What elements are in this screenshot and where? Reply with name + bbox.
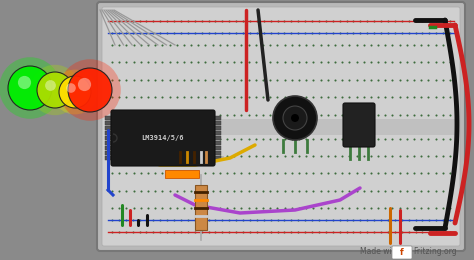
Text: LM3914/5/6: LM3914/5/6 — [142, 135, 184, 141]
FancyBboxPatch shape — [111, 110, 215, 166]
Circle shape — [8, 66, 52, 110]
Circle shape — [59, 59, 121, 121]
Bar — [105, 146, 113, 150]
Bar — [213, 126, 221, 130]
Bar — [105, 131, 113, 135]
FancyBboxPatch shape — [392, 246, 412, 259]
Bar — [213, 131, 221, 135]
Circle shape — [66, 83, 76, 93]
Bar — [105, 151, 113, 155]
Bar — [105, 141, 113, 145]
Circle shape — [0, 57, 61, 119]
Circle shape — [53, 70, 97, 114]
Circle shape — [291, 114, 299, 122]
Bar — [213, 136, 221, 140]
Circle shape — [30, 65, 80, 115]
Bar — [105, 116, 113, 120]
FancyBboxPatch shape — [343, 103, 375, 147]
Bar — [213, 146, 221, 150]
Bar — [213, 116, 221, 120]
Bar — [105, 126, 113, 130]
Circle shape — [59, 76, 91, 108]
Bar — [105, 136, 113, 140]
Bar — [106, 119, 456, 134]
Circle shape — [45, 80, 56, 91]
Circle shape — [78, 78, 91, 91]
Bar — [105, 121, 113, 125]
Bar — [175, 152, 213, 162]
Bar — [213, 141, 221, 145]
Circle shape — [68, 68, 112, 112]
Text: Fritzing.org: Fritzing.org — [413, 248, 456, 257]
Bar — [213, 121, 221, 125]
Text: Made with: Made with — [360, 248, 400, 257]
Bar — [165, 170, 199, 178]
Circle shape — [273, 96, 317, 140]
FancyBboxPatch shape — [102, 7, 460, 246]
Circle shape — [18, 76, 31, 89]
Bar — [105, 156, 113, 160]
Text: f: f — [400, 248, 404, 257]
Bar — [213, 156, 221, 160]
Circle shape — [283, 106, 307, 130]
Bar — [195, 185, 207, 230]
Bar — [213, 151, 221, 155]
FancyBboxPatch shape — [97, 2, 465, 251]
Circle shape — [37, 72, 73, 108]
